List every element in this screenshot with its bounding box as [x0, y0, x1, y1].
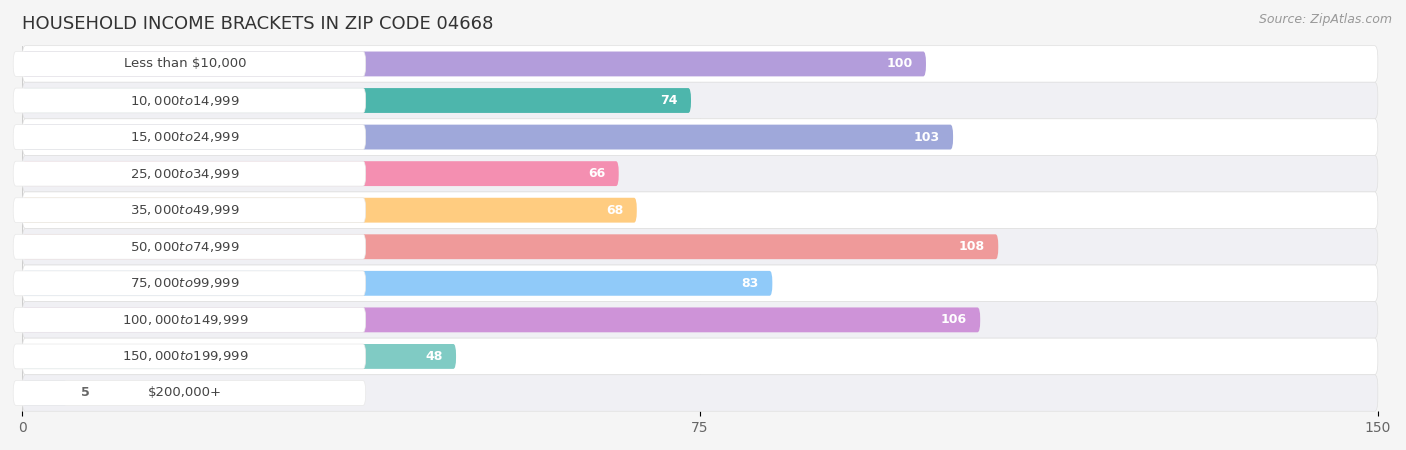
- Text: $15,000 to $24,999: $15,000 to $24,999: [131, 130, 240, 144]
- Text: $75,000 to $99,999: $75,000 to $99,999: [131, 276, 240, 290]
- Text: Less than $10,000: Less than $10,000: [124, 58, 246, 71]
- FancyBboxPatch shape: [22, 344, 456, 369]
- FancyBboxPatch shape: [22, 307, 980, 332]
- FancyBboxPatch shape: [13, 307, 366, 332]
- Text: $35,000 to $49,999: $35,000 to $49,999: [131, 203, 240, 217]
- FancyBboxPatch shape: [13, 198, 366, 223]
- Text: $100,000 to $149,999: $100,000 to $149,999: [122, 313, 249, 327]
- Text: $150,000 to $199,999: $150,000 to $199,999: [122, 350, 249, 364]
- FancyBboxPatch shape: [22, 192, 1378, 229]
- Text: $25,000 to $34,999: $25,000 to $34,999: [131, 166, 240, 180]
- Text: 48: 48: [425, 350, 443, 363]
- FancyBboxPatch shape: [13, 51, 366, 76]
- Text: 83: 83: [741, 277, 759, 290]
- FancyBboxPatch shape: [22, 198, 637, 223]
- FancyBboxPatch shape: [22, 271, 772, 296]
- Text: $50,000 to $74,999: $50,000 to $74,999: [131, 240, 240, 254]
- FancyBboxPatch shape: [13, 125, 366, 149]
- FancyBboxPatch shape: [13, 88, 366, 113]
- FancyBboxPatch shape: [22, 234, 998, 259]
- FancyBboxPatch shape: [22, 302, 1378, 338]
- FancyBboxPatch shape: [22, 155, 1378, 192]
- FancyBboxPatch shape: [22, 265, 1378, 302]
- Text: $200,000+: $200,000+: [148, 387, 222, 400]
- Text: 100: 100: [886, 58, 912, 71]
- Text: 108: 108: [959, 240, 984, 253]
- FancyBboxPatch shape: [22, 119, 1378, 155]
- Text: 103: 103: [914, 130, 939, 144]
- FancyBboxPatch shape: [22, 375, 1378, 411]
- Text: Source: ZipAtlas.com: Source: ZipAtlas.com: [1258, 14, 1392, 27]
- FancyBboxPatch shape: [13, 234, 366, 259]
- FancyBboxPatch shape: [22, 161, 619, 186]
- FancyBboxPatch shape: [22, 88, 690, 113]
- FancyBboxPatch shape: [22, 229, 1378, 265]
- Text: 68: 68: [606, 204, 623, 217]
- Text: 106: 106: [941, 313, 967, 326]
- FancyBboxPatch shape: [13, 381, 366, 405]
- FancyBboxPatch shape: [13, 161, 366, 186]
- FancyBboxPatch shape: [13, 271, 366, 296]
- FancyBboxPatch shape: [22, 125, 953, 149]
- Text: 66: 66: [588, 167, 605, 180]
- Text: HOUSEHOLD INCOME BRACKETS IN ZIP CODE 04668: HOUSEHOLD INCOME BRACKETS IN ZIP CODE 04…: [22, 15, 494, 33]
- Text: 5: 5: [82, 387, 90, 400]
- FancyBboxPatch shape: [22, 51, 927, 76]
- FancyBboxPatch shape: [22, 82, 1378, 119]
- Text: $10,000 to $14,999: $10,000 to $14,999: [131, 94, 240, 108]
- FancyBboxPatch shape: [22, 45, 1378, 82]
- Text: 74: 74: [659, 94, 678, 107]
- FancyBboxPatch shape: [22, 338, 1378, 375]
- FancyBboxPatch shape: [22, 381, 67, 405]
- FancyBboxPatch shape: [13, 344, 366, 369]
